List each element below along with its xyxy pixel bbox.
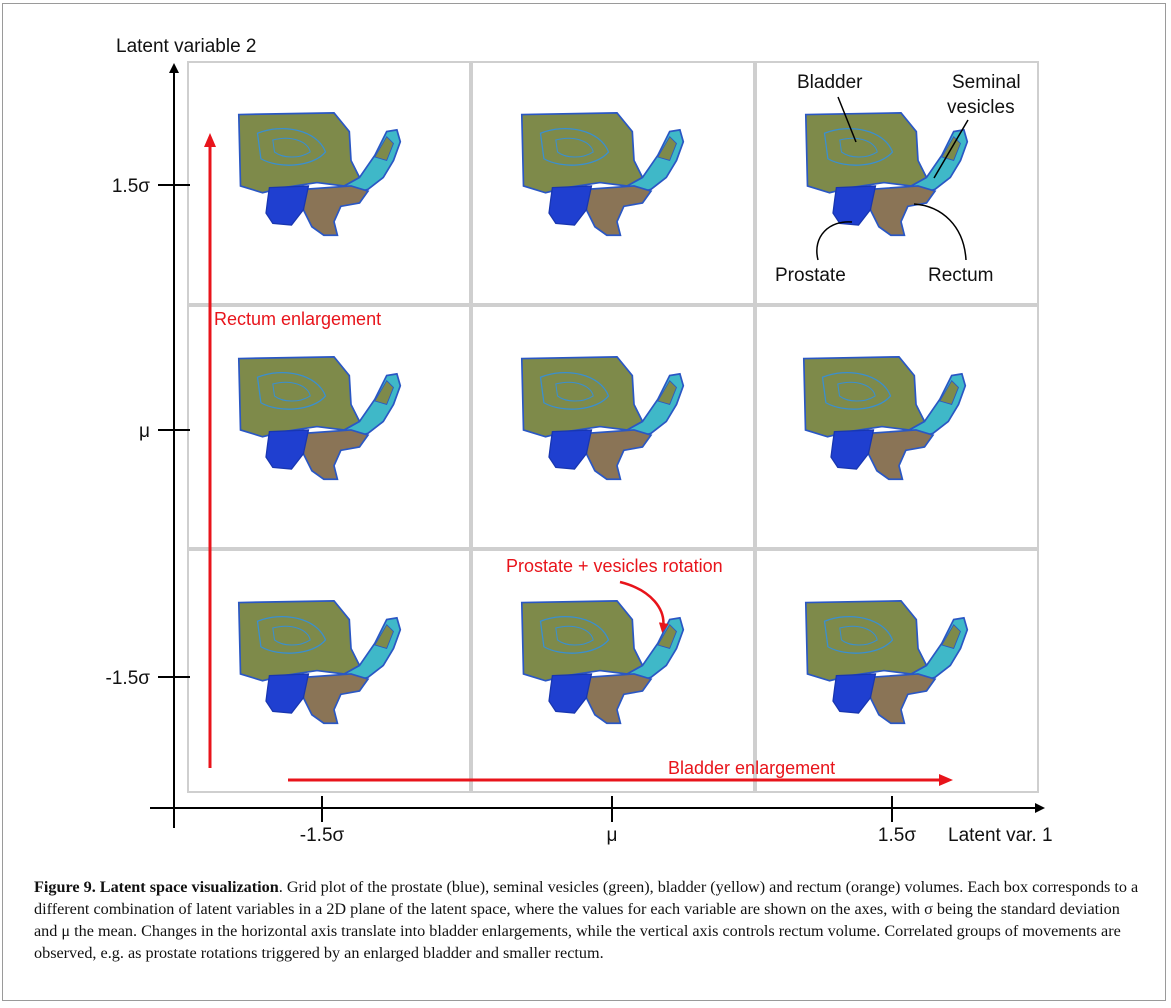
y-tick-label: -1.5σ — [106, 668, 151, 689]
figure-caption: Figure 9. Latent space visualization. Gr… — [34, 876, 1144, 964]
y-tick-label: μ — [139, 421, 150, 442]
latent-space-figure: 1.5σ μ -1.5σ -1.5σ μ 1.5σ Latent variabl… — [106, 36, 1053, 846]
prostate-leader-line — [816, 221, 853, 261]
rectum-annotation: Rectum — [928, 265, 993, 286]
x-tick-label: -1.5σ — [300, 825, 345, 846]
prostate-annotation: Prostate — [775, 265, 846, 286]
grid-panels — [187, 61, 1039, 793]
rotation-arrow — [619, 580, 669, 633]
rotation-label: Prostate + vesicles rotation — [506, 556, 723, 576]
y-axis-label: Latent variable 2 — [116, 36, 257, 57]
x-tick-label: 1.5σ — [878, 825, 916, 846]
bladder-leader-line — [837, 96, 857, 143]
bladder-annotation: Bladder — [797, 72, 863, 93]
seminal-annotation-line2: vesicles — [947, 97, 1015, 118]
x-axis-label: Latent var. 1 — [948, 825, 1053, 846]
seminal-annotation-line1: Seminal — [952, 72, 1021, 93]
rectum-enlargement-label: Rectum enlargement — [214, 309, 381, 329]
grid-panel — [187, 61, 471, 305]
figure-frame — [2, 3, 1166, 1001]
rectum-leader-line — [913, 203, 967, 261]
caption-text: . Grid plot of the prostate (blue), semi… — [34, 878, 1139, 962]
seminal-leader-line — [933, 119, 969, 179]
bladder-enlargement-label: Bladder enlargement — [668, 758, 835, 778]
caption-label: Figure 9. Latent space visualization — [34, 878, 279, 896]
x-tick-label: μ — [607, 825, 618, 846]
y-tick-label: 1.5σ — [112, 176, 150, 197]
